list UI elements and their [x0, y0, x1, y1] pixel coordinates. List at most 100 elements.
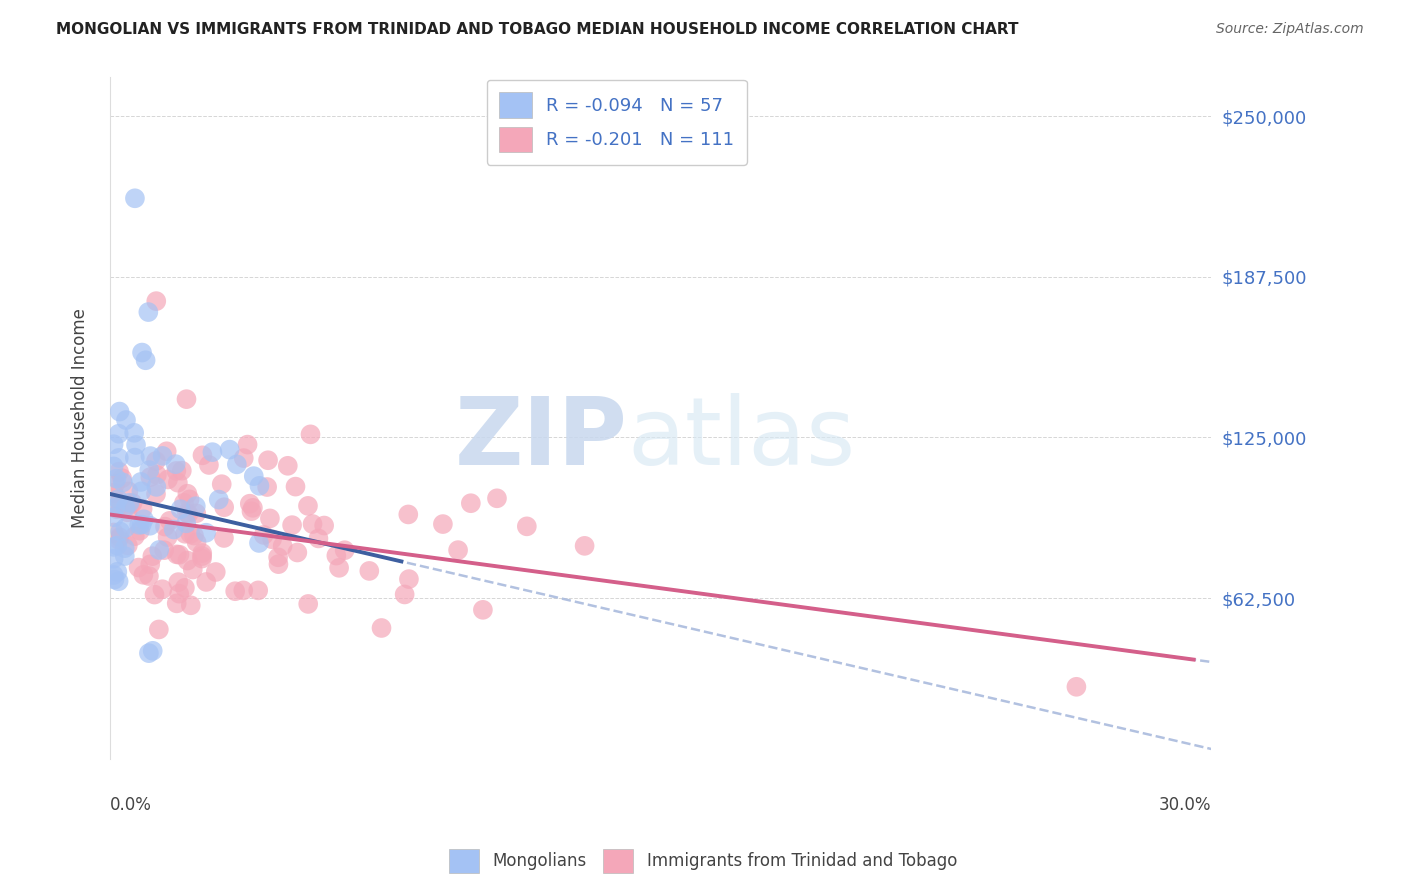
- Point: [198, 458, 221, 472]
- Point: [117, 505, 139, 519]
- Point: [167, 575, 190, 590]
- Point: [131, 501, 153, 516]
- Point: [152, 582, 174, 597]
- Point: [107, 426, 129, 441]
- Point: [574, 539, 596, 553]
- Point: [107, 533, 129, 547]
- Point: [299, 427, 322, 442]
- Point: [256, 480, 278, 494]
- Point: [153, 519, 176, 533]
- Point: [359, 564, 381, 578]
- Point: [183, 528, 205, 542]
- Point: [179, 492, 201, 507]
- Point: [145, 487, 167, 501]
- Point: [138, 463, 160, 477]
- Point: [117, 484, 139, 499]
- Point: [191, 549, 214, 563]
- Point: [111, 471, 134, 485]
- Point: [103, 437, 125, 451]
- Text: atlas: atlas: [627, 392, 856, 484]
- Point: [232, 451, 254, 466]
- Point: [307, 532, 329, 546]
- Text: MONGOLIAN VS IMMIGRANTS FROM TRINIDAD AND TOBAGO MEDIAN HOUSEHOLD INCOME CORRELA: MONGOLIAN VS IMMIGRANTS FROM TRINIDAD AN…: [56, 22, 1019, 37]
- Point: [167, 475, 190, 490]
- Point: [146, 467, 169, 482]
- Point: [471, 603, 494, 617]
- Point: [132, 567, 155, 582]
- Point: [114, 549, 136, 563]
- Point: [128, 560, 150, 574]
- Point: [195, 574, 218, 589]
- Legend: Mongolians, Immigrants from Trinidad and Tobago: Mongolians, Immigrants from Trinidad and…: [443, 842, 963, 880]
- Point: [191, 448, 214, 462]
- Point: [114, 541, 136, 556]
- Point: [145, 294, 167, 309]
- Point: [169, 502, 191, 516]
- Point: [138, 305, 160, 319]
- Point: [142, 644, 165, 658]
- Point: [107, 450, 129, 465]
- Text: ZIP: ZIP: [454, 392, 627, 484]
- Point: [135, 353, 157, 368]
- Point: [103, 485, 125, 500]
- Point: [105, 472, 128, 486]
- Point: [176, 392, 198, 406]
- Point: [225, 458, 247, 472]
- Point: [485, 491, 508, 506]
- Point: [1066, 680, 1088, 694]
- Point: [103, 573, 125, 587]
- Point: [516, 519, 538, 533]
- Point: [460, 496, 482, 510]
- Point: [224, 584, 246, 599]
- Y-axis label: Median Household Income: Median Household Income: [72, 308, 89, 528]
- Point: [208, 492, 231, 507]
- Point: [212, 531, 235, 545]
- Point: [156, 472, 179, 486]
- Point: [145, 454, 167, 468]
- Point: [432, 517, 454, 532]
- Point: [108, 465, 131, 479]
- Point: [121, 496, 143, 510]
- Point: [139, 518, 162, 533]
- Point: [141, 549, 163, 564]
- Point: [260, 533, 283, 547]
- Point: [201, 445, 224, 459]
- Point: [159, 514, 181, 528]
- Point: [118, 496, 141, 510]
- Point: [242, 469, 264, 483]
- Point: [285, 545, 308, 559]
- Point: [447, 543, 470, 558]
- Point: [180, 599, 202, 613]
- Point: [174, 526, 197, 541]
- Point: [253, 528, 276, 542]
- Point: [247, 583, 270, 598]
- Point: [139, 558, 162, 572]
- Point: [132, 512, 155, 526]
- Point: [236, 437, 259, 451]
- Point: [148, 623, 170, 637]
- Point: [301, 516, 323, 531]
- Point: [145, 480, 167, 494]
- Point: [103, 551, 125, 566]
- Point: [173, 496, 195, 510]
- Point: [195, 525, 218, 540]
- Point: [107, 574, 129, 589]
- Point: [176, 553, 198, 567]
- Point: [165, 457, 187, 471]
- Point: [111, 475, 134, 490]
- Text: 30.0%: 30.0%: [1159, 797, 1212, 814]
- Point: [139, 470, 162, 484]
- Point: [179, 527, 201, 541]
- Point: [105, 502, 128, 516]
- Point: [163, 523, 186, 537]
- Point: [191, 551, 214, 566]
- Point: [370, 621, 392, 635]
- Point: [247, 536, 270, 550]
- Point: [394, 587, 416, 601]
- Point: [153, 543, 176, 558]
- Point: [122, 425, 145, 440]
- Point: [267, 550, 290, 565]
- Point: [314, 518, 336, 533]
- Point: [104, 477, 127, 491]
- Point: [129, 475, 152, 489]
